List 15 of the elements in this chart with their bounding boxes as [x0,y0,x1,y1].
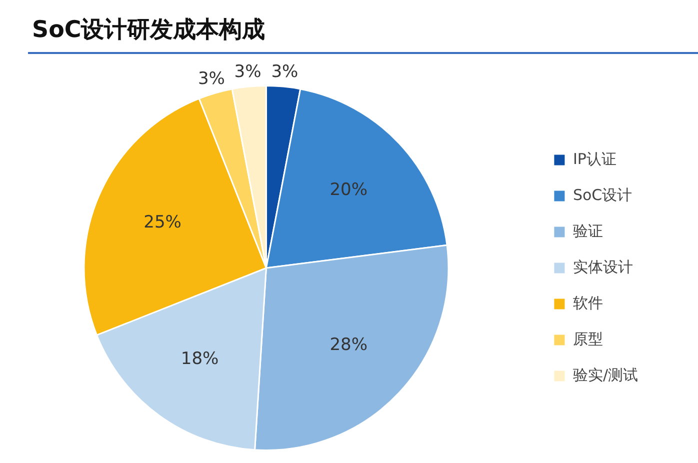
data-label: 20% [330,180,368,200]
chart-title: SoC设计研发成本构成 [32,16,266,45]
data-label: 28% [330,334,368,355]
data-label: 18% [180,348,219,369]
data-label: 3% [198,68,225,89]
data-label: 25% [144,212,182,233]
legend-label: SoC设计 [572,186,632,204]
data-label: 3% [234,62,262,82]
legend-label: IP认证 [572,150,616,168]
data-label: 3% [271,62,298,82]
legend-label: 验证 [572,222,603,240]
legend-label: 软件 [572,294,603,312]
legend-label: 实体设计 [572,258,633,276]
legend-label: 原型 [572,330,603,348]
legend-label: 验实/测试 [572,366,638,384]
